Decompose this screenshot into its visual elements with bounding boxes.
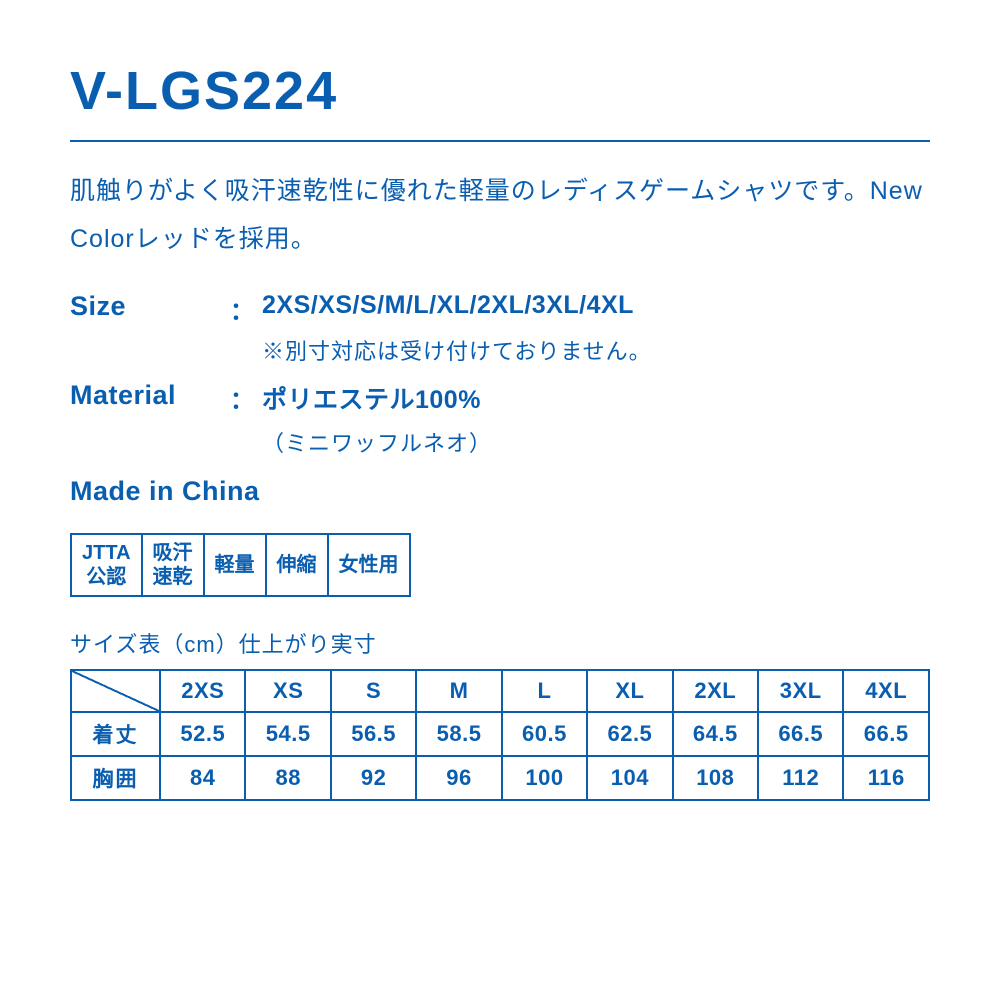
size-column-header: 2XL [673,670,758,712]
tag-line: 軽量 [215,553,255,577]
size-column-header: XL [587,670,672,712]
row-label: 着丈 [71,712,160,756]
size-cell: 112 [758,756,843,800]
size-column-header: 3XL [758,670,843,712]
tag-line: JTTA [82,541,131,565]
colon: ： [230,291,254,366]
size-column-header: XS [245,670,330,712]
feature-tag: 吸汗速乾 [143,533,205,597]
size-column-header: 2XS [160,670,245,712]
tag-line: 吸汗 [153,541,193,565]
row-label: 胸囲 [71,756,160,800]
size-cell: 116 [843,756,929,800]
size-column-header: S [331,670,416,712]
size-column-header: L [502,670,587,712]
size-cell: 88 [245,756,330,800]
size-column-header: 4XL [843,670,929,712]
spec-material: Material ： ポリエステル100% （ミニワッフルネオ） [70,380,930,458]
size-cell: 84 [160,756,245,800]
size-cell: 96 [416,756,501,800]
size-cell: 60.5 [502,712,587,756]
feature-tag: 軽量 [205,533,267,597]
size-cell: 66.5 [843,712,929,756]
spec-size: Size ： 2XS/XS/S/M/L/XL/2XL/3XL/4XL ※別寸対応… [70,291,930,366]
tag-line: 伸縮 [277,553,317,577]
size-cell: 66.5 [758,712,843,756]
size-cell: 52.5 [160,712,245,756]
size-cell: 56.5 [331,712,416,756]
product-description: 肌触りがよく吸汗速乾性に優れた軽量のレディスゲームシャツです。New Color… [70,168,930,263]
size-table: 2XSXSSMLXL2XL3XL4XL着丈52.554.556.558.560.… [70,669,930,801]
size-cell: 104 [587,756,672,800]
size-cell: 92 [331,756,416,800]
size-cell: 54.5 [245,712,330,756]
size-cell: 62.5 [587,712,672,756]
spec-material-sub: （ミニワッフルネオ） [262,426,930,458]
product-title: V-LGS224 [70,60,930,142]
size-table-title: サイズ表（cm）仕上がり実寸 [70,627,930,659]
feature-tag: 伸縮 [267,533,329,597]
spec-size-value: 2XS/XS/S/M/L/XL/2XL/3XL/4XL [262,291,930,320]
table-row: 胸囲84889296100104108112116 [71,756,929,800]
colon: ： [230,380,254,458]
table-row: 着丈52.554.556.558.560.562.564.566.566.5 [71,712,929,756]
tag-line: 公認 [86,565,126,589]
made-in: Made in China [70,476,930,507]
spec-size-label: Size [70,291,230,366]
size-cell: 100 [502,756,587,800]
size-cell: 64.5 [673,712,758,756]
size-cell: 58.5 [416,712,501,756]
feature-tag: JTTA公認 [70,533,143,597]
spec-material-value: ポリエステル100% [262,380,930,416]
size-cell: 108 [673,756,758,800]
size-column-header: M [416,670,501,712]
spec-size-note: ※別寸対応は受け付けておりません。 [262,334,930,366]
feature-tag: 女性用 [329,533,411,597]
feature-tags: JTTA公認吸汗速乾軽量伸縮女性用 [70,533,930,597]
table-corner [71,670,160,712]
tag-line: 女性用 [339,553,399,577]
spec-material-label: Material [70,380,230,458]
tag-line: 速乾 [153,565,193,589]
